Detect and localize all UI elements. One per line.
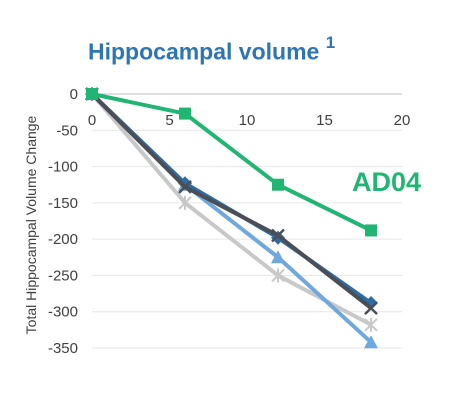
series-1-point-4 bbox=[364, 317, 378, 332]
grid-layer bbox=[92, 129, 402, 349]
y-tick-label-4: -200 bbox=[48, 231, 78, 248]
y-tick-label-7: -350 bbox=[48, 340, 78, 357]
x-tick-label-0: 0 bbox=[88, 112, 96, 129]
x-tick-label-4: 20 bbox=[394, 112, 411, 129]
series-5-point-2 bbox=[179, 107, 191, 120]
x-tick-label-2: 10 bbox=[239, 112, 256, 129]
series-2-line bbox=[90, 92, 373, 344]
y-tick-label-1: -50 bbox=[56, 122, 78, 139]
chart-title: Hippocampal volume 1 bbox=[88, 33, 336, 66]
series-2-point-4 bbox=[364, 335, 378, 349]
x-tick-label-3: 15 bbox=[316, 112, 333, 129]
chart-title-text: Hippocampal volume bbox=[88, 38, 320, 65]
series-1-point-2 bbox=[178, 195, 192, 210]
series-5-line bbox=[91, 92, 372, 233]
series-5-point-3 bbox=[272, 178, 284, 191]
series-1-point-3 bbox=[271, 268, 285, 283]
series-5-point-1 bbox=[86, 88, 98, 100]
series-5-point-4 bbox=[365, 224, 377, 237]
series-4-line bbox=[90, 92, 373, 310]
series-annotation: AD04 bbox=[352, 167, 422, 197]
x-tick-label-1: 5 bbox=[165, 112, 173, 129]
series-2-point-3 bbox=[271, 250, 285, 264]
y-tick-label-0: 0 bbox=[70, 86, 78, 103]
chart-title-superscript: 1 bbox=[325, 33, 336, 52]
y-tick-label-3: -150 bbox=[48, 195, 78, 212]
y-tick-label-2: -100 bbox=[48, 159, 78, 176]
series-4-point-2 bbox=[178, 180, 192, 194]
axis-layer: 0 -50 -100 -150 -200 -250 -300 -350 0 5 10 15 20 bbox=[48, 86, 410, 357]
series-4-point-3 bbox=[271, 228, 285, 243]
y-tick-label-5: -250 bbox=[48, 267, 78, 284]
y-tick-label-6: -300 bbox=[48, 304, 78, 321]
series-4-point-4 bbox=[364, 301, 378, 315]
y-axis-label: Total Hippocampal Volume Change bbox=[23, 115, 39, 334]
series-layer bbox=[85, 87, 378, 349]
